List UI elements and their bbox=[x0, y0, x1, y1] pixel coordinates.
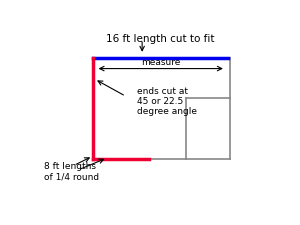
Text: measure: measure bbox=[141, 58, 180, 67]
Text: 16 ft length cut to fit: 16 ft length cut to fit bbox=[106, 34, 215, 44]
Text: 8 ft lengths
of 1/4 round: 8 ft lengths of 1/4 round bbox=[44, 162, 100, 181]
Text: ends cut at
45 or 22.5
degree angle: ends cut at 45 or 22.5 degree angle bbox=[137, 87, 197, 116]
